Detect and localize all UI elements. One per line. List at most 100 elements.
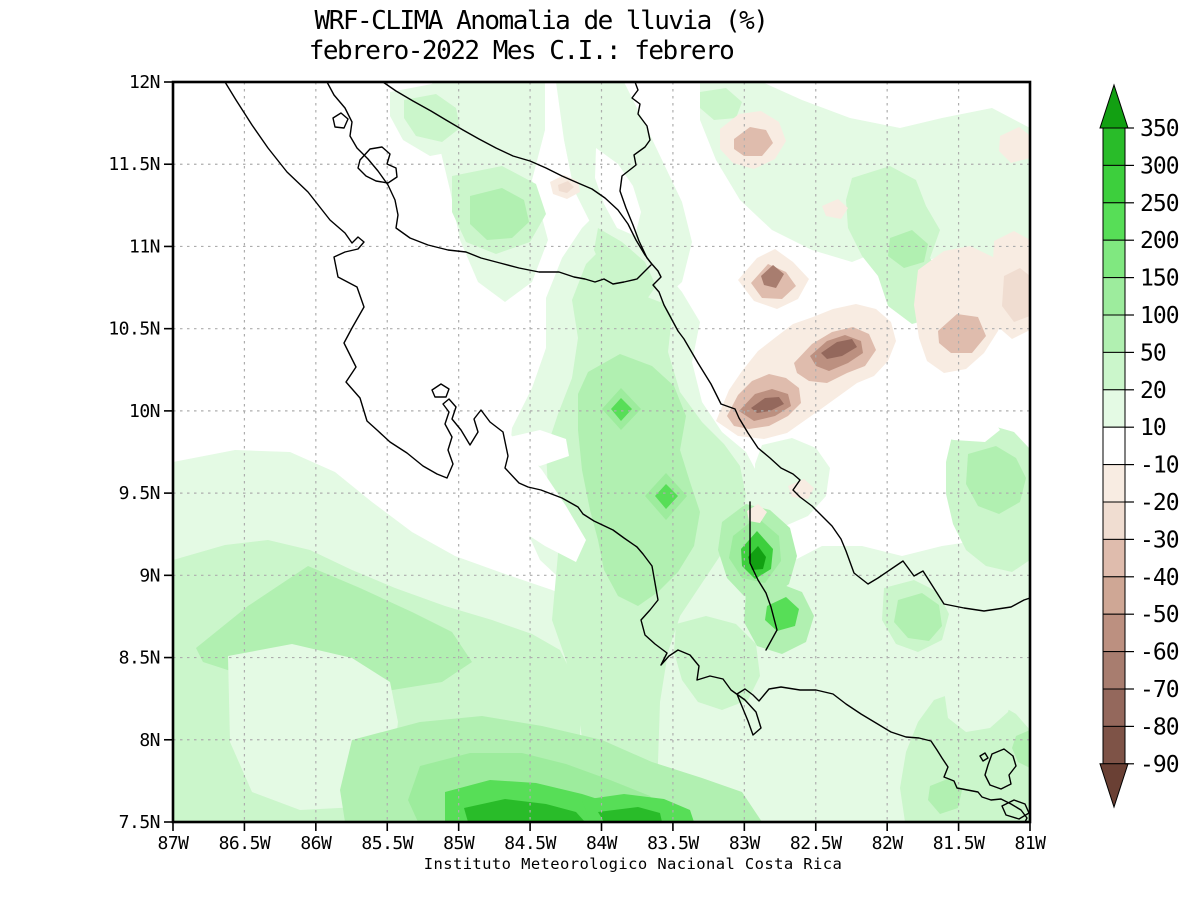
coastline-path [984, 748, 1017, 790]
axes-frame-layer [164, 80, 1032, 831]
anomaly-region [966, 446, 1026, 514]
colorbar-segment [1102, 127, 1126, 166]
anomaly-region [1012, 730, 1030, 768]
anomaly-region [788, 479, 814, 499]
colorbar-tick-label: 150 [1140, 266, 1179, 292]
page-title: WRF-CLIMA Anomalia de lluvia (%) [314, 6, 769, 36]
anomaly-region [404, 94, 460, 142]
anomaly-region [330, 298, 586, 562]
anomaly-region [578, 354, 700, 606]
colorbar-tick-label: -30 [1140, 527, 1179, 553]
coastline-path [224, 82, 1028, 822]
page-subtitle: febrero-2022 Mes C.I.: febrero [308, 36, 735, 66]
anomaly-region [558, 181, 574, 193]
anomaly-region [822, 199, 848, 219]
lon-tick-label: 85.5W [361, 833, 413, 854]
lat-tick-label: 8.5N [119, 648, 160, 669]
anomaly-region [999, 127, 1030, 163]
colorbar-arrow-up [1099, 83, 1129, 129]
coastline-path [326, 82, 652, 285]
lon-tick-label: 86.5W [219, 833, 271, 854]
colorbar-segment [1102, 351, 1126, 391]
colorbar-arrow-down [1099, 763, 1129, 809]
colorbar-tick-label: 350 [1140, 116, 1179, 142]
anomaly-region [598, 807, 662, 822]
lat-tick-label: 7.5N [119, 812, 160, 833]
colorbar-segment [1102, 314, 1126, 353]
lat-tick-label: 9.5N [119, 483, 160, 504]
anomaly-region [944, 690, 1014, 732]
lon-tick-label: 81W [1014, 833, 1046, 854]
colorbar-tick-label: -10 [1140, 453, 1179, 479]
colorbar-segment [1102, 538, 1126, 578]
lat-tick-label: 8N [139, 730, 160, 751]
coastline-path [382, 82, 652, 264]
lon-tick-label: 81.5W [933, 833, 985, 854]
anomaly-region [765, 597, 799, 631]
colorbar-tick-label: -90 [1140, 752, 1179, 778]
anomaly-region [851, 496, 936, 553]
colorbar-segment [1102, 464, 1126, 503]
anomaly-region [1002, 268, 1030, 322]
lat-tick-label: 11.5N [108, 154, 160, 175]
colorbar-segment [1102, 651, 1126, 690]
anomaly-region [938, 314, 986, 353]
anomaly-region [914, 246, 1009, 373]
lat-tick-label: 11N [129, 236, 160, 257]
lon-tick-label: 85W [443, 833, 475, 854]
coastline-path [332, 112, 349, 129]
anomaly-region [655, 484, 678, 509]
colorbar-tick-label: 100 [1140, 303, 1179, 329]
coastline-layer [224, 82, 1030, 822]
anomaly-region [888, 230, 928, 268]
colorbar-tick-label: -20 [1140, 490, 1179, 516]
lon-tick-label: 83.5W [647, 833, 699, 854]
colorbar-segment [1102, 389, 1126, 428]
colorbar-tick-label: -50 [1140, 602, 1179, 628]
colorbar-tick-label: 50 [1140, 340, 1166, 366]
coastline-path [357, 146, 398, 184]
colorbar: 350 300 250 200 150 100 50 20 10 -10 -20 -30 -40 -50 -… [1099, 83, 1180, 809]
colorbar-tick-label: 250 [1140, 191, 1179, 217]
anomaly-shading-layer [173, 82, 1030, 822]
lat-tick-label: 9N [139, 565, 160, 586]
colorbar-tick-label: -70 [1140, 677, 1179, 703]
anomaly-region [838, 378, 1000, 442]
colorbar-tick-label: -40 [1140, 565, 1179, 591]
anomaly-region [748, 546, 766, 570]
anomaly-region [700, 88, 742, 120]
coastline-path [431, 383, 450, 398]
colorbar-tick-label: 20 [1140, 378, 1166, 404]
anomaly-region [700, 82, 1030, 262]
country-border-path [749, 501, 778, 651]
lon-tick-label: 83W [729, 833, 761, 854]
lat-tick-label: 10N [129, 401, 160, 422]
lat-tick-label: 12N [129, 72, 160, 93]
colorbar-tick-label: 200 [1140, 228, 1179, 254]
coastline-path [619, 82, 1030, 612]
anomaly-region [595, 148, 641, 236]
lon-tick-label: 84W [586, 833, 618, 854]
colorbar-tick-label: -80 [1140, 714, 1179, 740]
lon-tick-label: 87W [157, 833, 189, 854]
anomaly-region [470, 188, 529, 240]
colorbar-segment [1102, 164, 1126, 204]
colorbar-tick-label: -60 [1140, 640, 1179, 666]
lon-tick-label: 86W [300, 833, 332, 854]
anomaly-region [734, 127, 773, 156]
lon-tick-label: 82W [872, 833, 904, 854]
colorbar-tick-label: 10 [1140, 415, 1166, 441]
colorbar-tick-label: 300 [1140, 153, 1179, 179]
colorbar-segment [1102, 725, 1126, 765]
lon-tick-label: 84.5W [504, 833, 556, 854]
colorbar-segment [1102, 239, 1126, 279]
anomaly-region [761, 265, 784, 288]
anomaly-region [821, 339, 857, 359]
footer-credit: Instituto Meteorologico Nacional Costa R… [423, 855, 843, 873]
anomaly-region [894, 593, 942, 641]
anomaly-region [611, 398, 632, 421]
anomaly-region [928, 778, 962, 814]
